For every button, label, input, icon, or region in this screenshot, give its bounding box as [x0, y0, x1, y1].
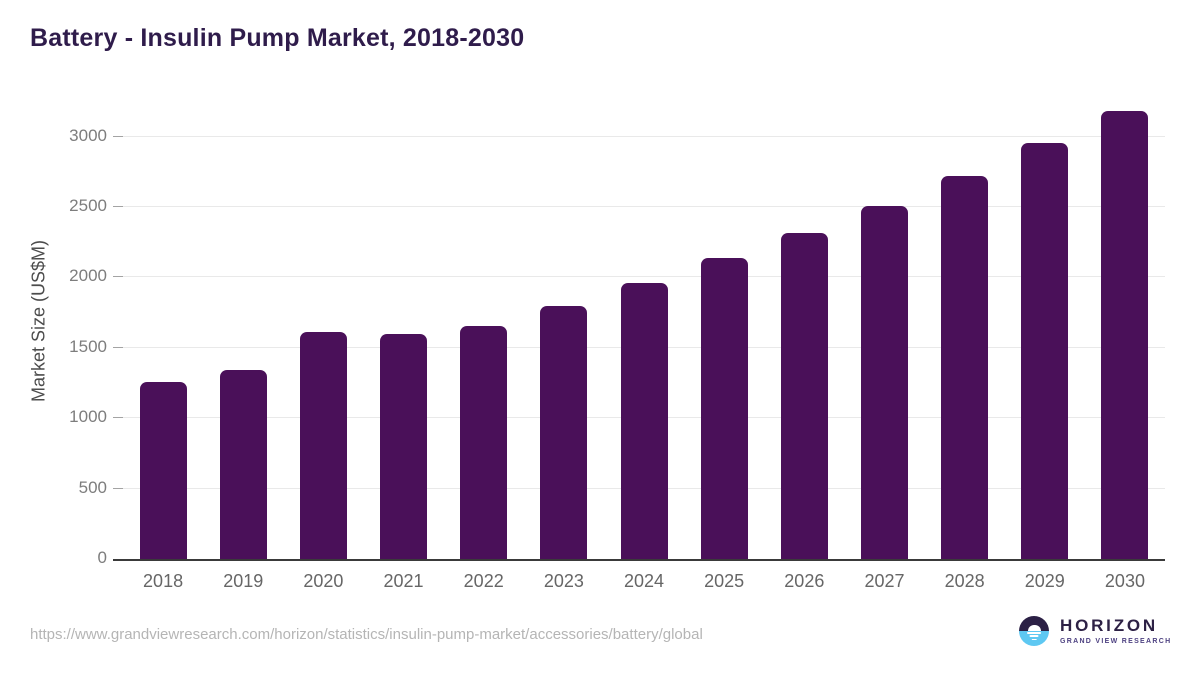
bar-slot-2022 [444, 96, 524, 559]
x-tick-label-2025: 2025 [704, 571, 745, 591]
logo-text: HORIZON GRAND VIEW RESEARCH [1060, 616, 1172, 645]
y-tick-label-2000: 2000 [69, 266, 107, 286]
bar-slot-2028 [925, 96, 1005, 559]
y-tick-label-0: 0 [97, 548, 107, 567]
bar-slot-2026 [764, 96, 844, 559]
logo-sun-shape [1027, 624, 1041, 631]
y-tick-mark [113, 346, 123, 348]
bar-2020 [299, 332, 347, 559]
plot-area: 0 500 1000 1500 2000 2500 3000 2018 2019 2020 202… [69, 96, 1165, 591]
logo-reflection-line [1029, 635, 1039, 638]
logo-sea-half [1019, 631, 1049, 646]
x-tick-label-2029: 2029 [1024, 571, 1065, 591]
bar-series [123, 96, 1165, 559]
bar-2025 [700, 257, 748, 559]
bar-slot-2023 [524, 96, 604, 559]
bar-slot-2021 [363, 96, 443, 559]
gridline-2000 [113, 276, 1165, 278]
bar-2029 [1021, 142, 1069, 559]
x-tick-label-2027: 2027 [864, 571, 905, 591]
bar-slot-2029 [1005, 96, 1085, 559]
bar-slot-2027 [844, 96, 924, 559]
y-tick-label-3000: 3000 [69, 125, 107, 145]
bar-slot-2018 [123, 96, 203, 559]
x-tick-label-2020: 2020 [303, 571, 344, 591]
y-tick-mark [113, 135, 123, 137]
x-tick-label-2021: 2021 [383, 571, 424, 591]
logo-sky-half [1019, 616, 1049, 631]
gridline-3000 [113, 135, 1165, 137]
bar-2018 [139, 382, 187, 559]
y-tick-label-500: 500 [78, 477, 107, 497]
y-axis-title: Market Size (US$M) [28, 239, 49, 403]
bar-2026 [780, 233, 828, 559]
x-axis-line [113, 559, 1165, 561]
y-tick-label-1500: 1500 [69, 336, 107, 356]
bar-slot-2025 [684, 96, 764, 559]
logo-reflection-line [1031, 638, 1037, 641]
bar-2019 [219, 369, 267, 559]
chart-title: Battery - Insulin Pump Market, 2018-2030 [30, 24, 525, 52]
y-tick-mark [113, 276, 123, 278]
y-tick-mark [113, 487, 123, 489]
y-tick-label-2500: 2500 [69, 196, 107, 215]
x-tick-label-2030: 2030 [1104, 571, 1145, 591]
bar-2023 [540, 306, 588, 559]
bar-2022 [460, 325, 508, 559]
horizon-logo-icon [1019, 616, 1049, 646]
bar-2027 [860, 205, 908, 559]
y-tick-mark [113, 417, 123, 419]
x-tick-label-2018: 2018 [143, 571, 184, 591]
bar-slot-2020 [283, 96, 363, 559]
bar-slot-2024 [604, 96, 684, 559]
logo-reflection-line [1027, 632, 1041, 634]
bar-slot-2030 [1085, 96, 1165, 559]
x-axis-labels: 2018 2019 2020 2021 2022 2023 2024 2025 2026 2027… [123, 571, 1165, 592]
x-tick-label-2028: 2028 [944, 571, 985, 591]
y-tick-mark [113, 206, 123, 207]
bar-2030 [1101, 110, 1149, 559]
x-tick-label-2019: 2019 [223, 571, 264, 591]
bar-2028 [941, 176, 989, 559]
bar-2024 [620, 283, 668, 559]
logo-tagline: GRAND VIEW RESEARCH [1060, 637, 1172, 645]
bar-slot-2019 [203, 96, 283, 559]
source-url: https://www.grandviewresearch.com/horizo… [30, 626, 703, 643]
bar-2021 [380, 334, 428, 559]
horizon-logo: HORIZON GRAND VIEW RESEARCH [1019, 616, 1171, 646]
x-tick-label-2023: 2023 [543, 571, 584, 591]
y-tick-label-1000: 1000 [69, 407, 107, 427]
x-tick-label-2026: 2026 [784, 571, 825, 591]
gridline-2500 [113, 206, 1165, 207]
logo-name: HORIZON [1060, 616, 1158, 636]
x-tick-label-2022: 2022 [463, 571, 504, 591]
x-tick-label-2024: 2024 [623, 571, 665, 591]
